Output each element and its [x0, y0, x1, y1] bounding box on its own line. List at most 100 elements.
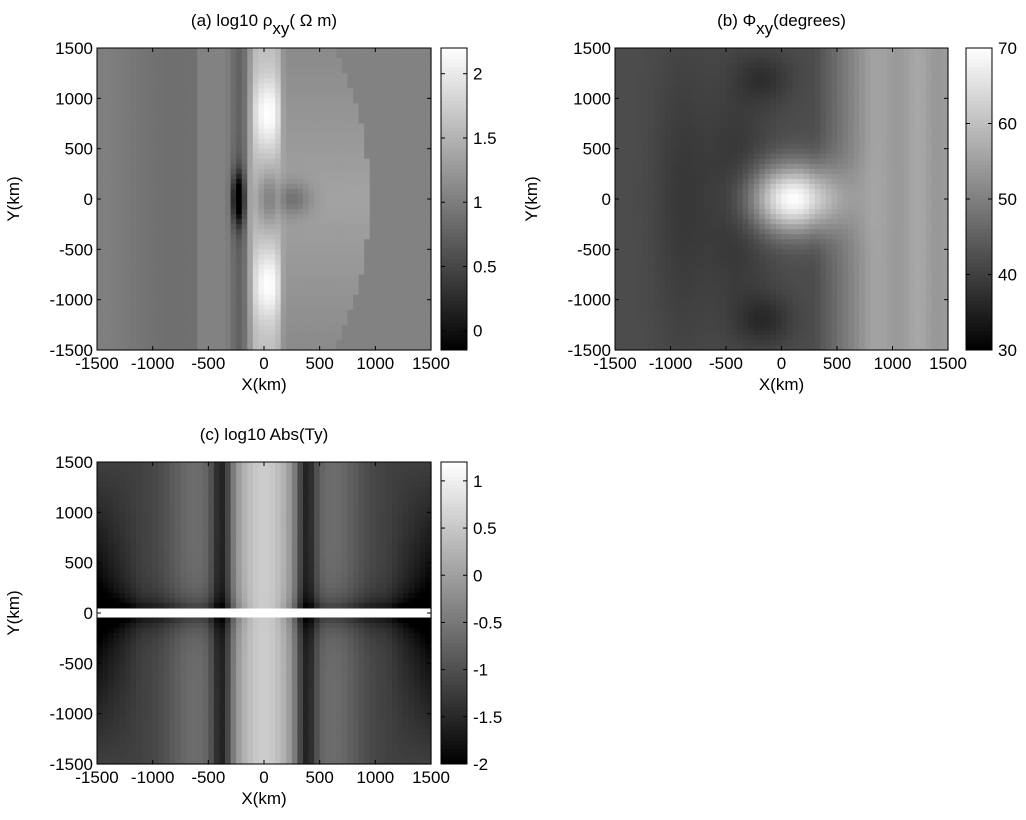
heatmap-cell [169, 173, 176, 180]
heatmap-cell [102, 178, 109, 185]
heatmap-cell [403, 234, 410, 240]
heatmap-cell [369, 279, 376, 286]
heatmap-cell [659, 163, 666, 170]
heatmap-cell [414, 274, 421, 281]
heatmap-cell [174, 113, 182, 120]
heatmap-cell [280, 123, 287, 130]
heatmap-cell [258, 53, 265, 59]
heatmap-cell [397, 304, 404, 311]
heatmap-cell [152, 284, 159, 291]
heatmap-cell [375, 314, 382, 321]
heatmap-cell [615, 148, 622, 155]
heatmap-cell [119, 284, 126, 291]
heatmap-cell [653, 53, 660, 59]
heatmap-cell [258, 148, 265, 155]
heatmap-cell [425, 249, 432, 255]
heatmap-cell [692, 209, 699, 215]
heatmap-cell [208, 249, 215, 255]
heatmap-cell [130, 214, 137, 220]
heatmap-cell [230, 73, 237, 79]
heatmap-cell [269, 188, 276, 195]
heatmap-cell [252, 304, 260, 311]
panel-b: -1500 -1000 -500 0 500 1000 1500-1500-1000-500… [522, 11, 1017, 394]
heatmap-cell [225, 344, 232, 351]
heatmap-cell [653, 209, 660, 215]
heatmap-cell [286, 83, 293, 89]
heatmap-cell [230, 118, 237, 125]
heatmap-cell [687, 254, 694, 260]
heatmap-cell [637, 68, 644, 74]
heatmap-cell [202, 274, 209, 281]
heatmap-cell [269, 229, 276, 235]
heatmap-cell [692, 309, 699, 316]
heatmap-cell [269, 299, 276, 306]
heatmap-cell [615, 324, 622, 331]
heatmap-cell [186, 143, 193, 150]
heatmap-cell [664, 204, 672, 210]
heatmap-cell [230, 299, 237, 306]
heatmap-cell [102, 118, 109, 125]
heatmap-cell [286, 118, 293, 125]
heatmap-cell [213, 239, 221, 245]
heatmap-cell [275, 214, 282, 220]
heatmap-cell [130, 48, 137, 54]
heatmap-cell [119, 88, 126, 94]
heatmap-cell [714, 324, 722, 331]
heatmap-cell [191, 229, 198, 235]
heatmap-cell [225, 279, 232, 286]
heatmap-cell [709, 123, 716, 130]
heatmap-cell [302, 183, 310, 190]
heatmap-cell [358, 98, 365, 104]
heatmap-cell [403, 183, 410, 190]
heatmap-cell [275, 304, 282, 311]
heatmap-cell [291, 193, 298, 200]
heatmap-cell [419, 133, 427, 140]
heatmap-cell [269, 178, 276, 185]
heatmap-cell [202, 193, 209, 200]
heatmap-cell [147, 83, 154, 89]
heatmap-cell [380, 209, 388, 215]
heatmap-cell [202, 294, 209, 301]
heatmap-cell [208, 299, 215, 306]
heatmap-cell [219, 133, 226, 140]
heatmap-cell [664, 163, 672, 170]
heatmap-cell [408, 259, 415, 266]
heatmap-cell [369, 239, 376, 245]
heatmap-cell [375, 229, 382, 235]
heatmap-cell [319, 138, 326, 145]
heatmap-cell [637, 304, 644, 311]
heatmap-cell [375, 249, 382, 255]
heatmap-cell [626, 78, 633, 84]
heatmap-cell [364, 98, 371, 104]
heatmap-cell [615, 153, 622, 160]
heatmap-cell [275, 63, 282, 69]
heatmap-cell [347, 193, 354, 200]
heatmap-cell [141, 143, 148, 150]
heatmap-cell [637, 224, 644, 230]
heatmap-cell [130, 98, 137, 104]
heatmap-cell [124, 93, 131, 99]
heatmap-cell [247, 314, 254, 321]
heatmap-cell [314, 199, 321, 205]
heatmap-cell [330, 324, 337, 331]
heatmap-cell [102, 113, 109, 120]
heatmap-cell [353, 158, 360, 165]
heatmap-cell [97, 78, 104, 84]
heatmap-cell [191, 168, 198, 175]
heatmap-cell [147, 264, 154, 271]
heatmap-cell [714, 199, 722, 205]
heatmap-cell [637, 339, 644, 346]
heatmap-cell [358, 329, 365, 336]
heatmap-cell [386, 244, 393, 250]
heatmap-cell [213, 294, 221, 301]
heatmap-cell [403, 219, 410, 225]
heatmap-cell [720, 279, 727, 286]
heatmap-cell [113, 329, 120, 336]
heatmap-cell [347, 108, 354, 115]
heatmap-cell [358, 309, 365, 316]
heatmap-cell [615, 334, 622, 341]
heatmap-cell [648, 108, 655, 115]
heatmap-cell [709, 239, 716, 245]
heatmap-cell [174, 264, 182, 271]
heatmap-cell [213, 73, 221, 79]
